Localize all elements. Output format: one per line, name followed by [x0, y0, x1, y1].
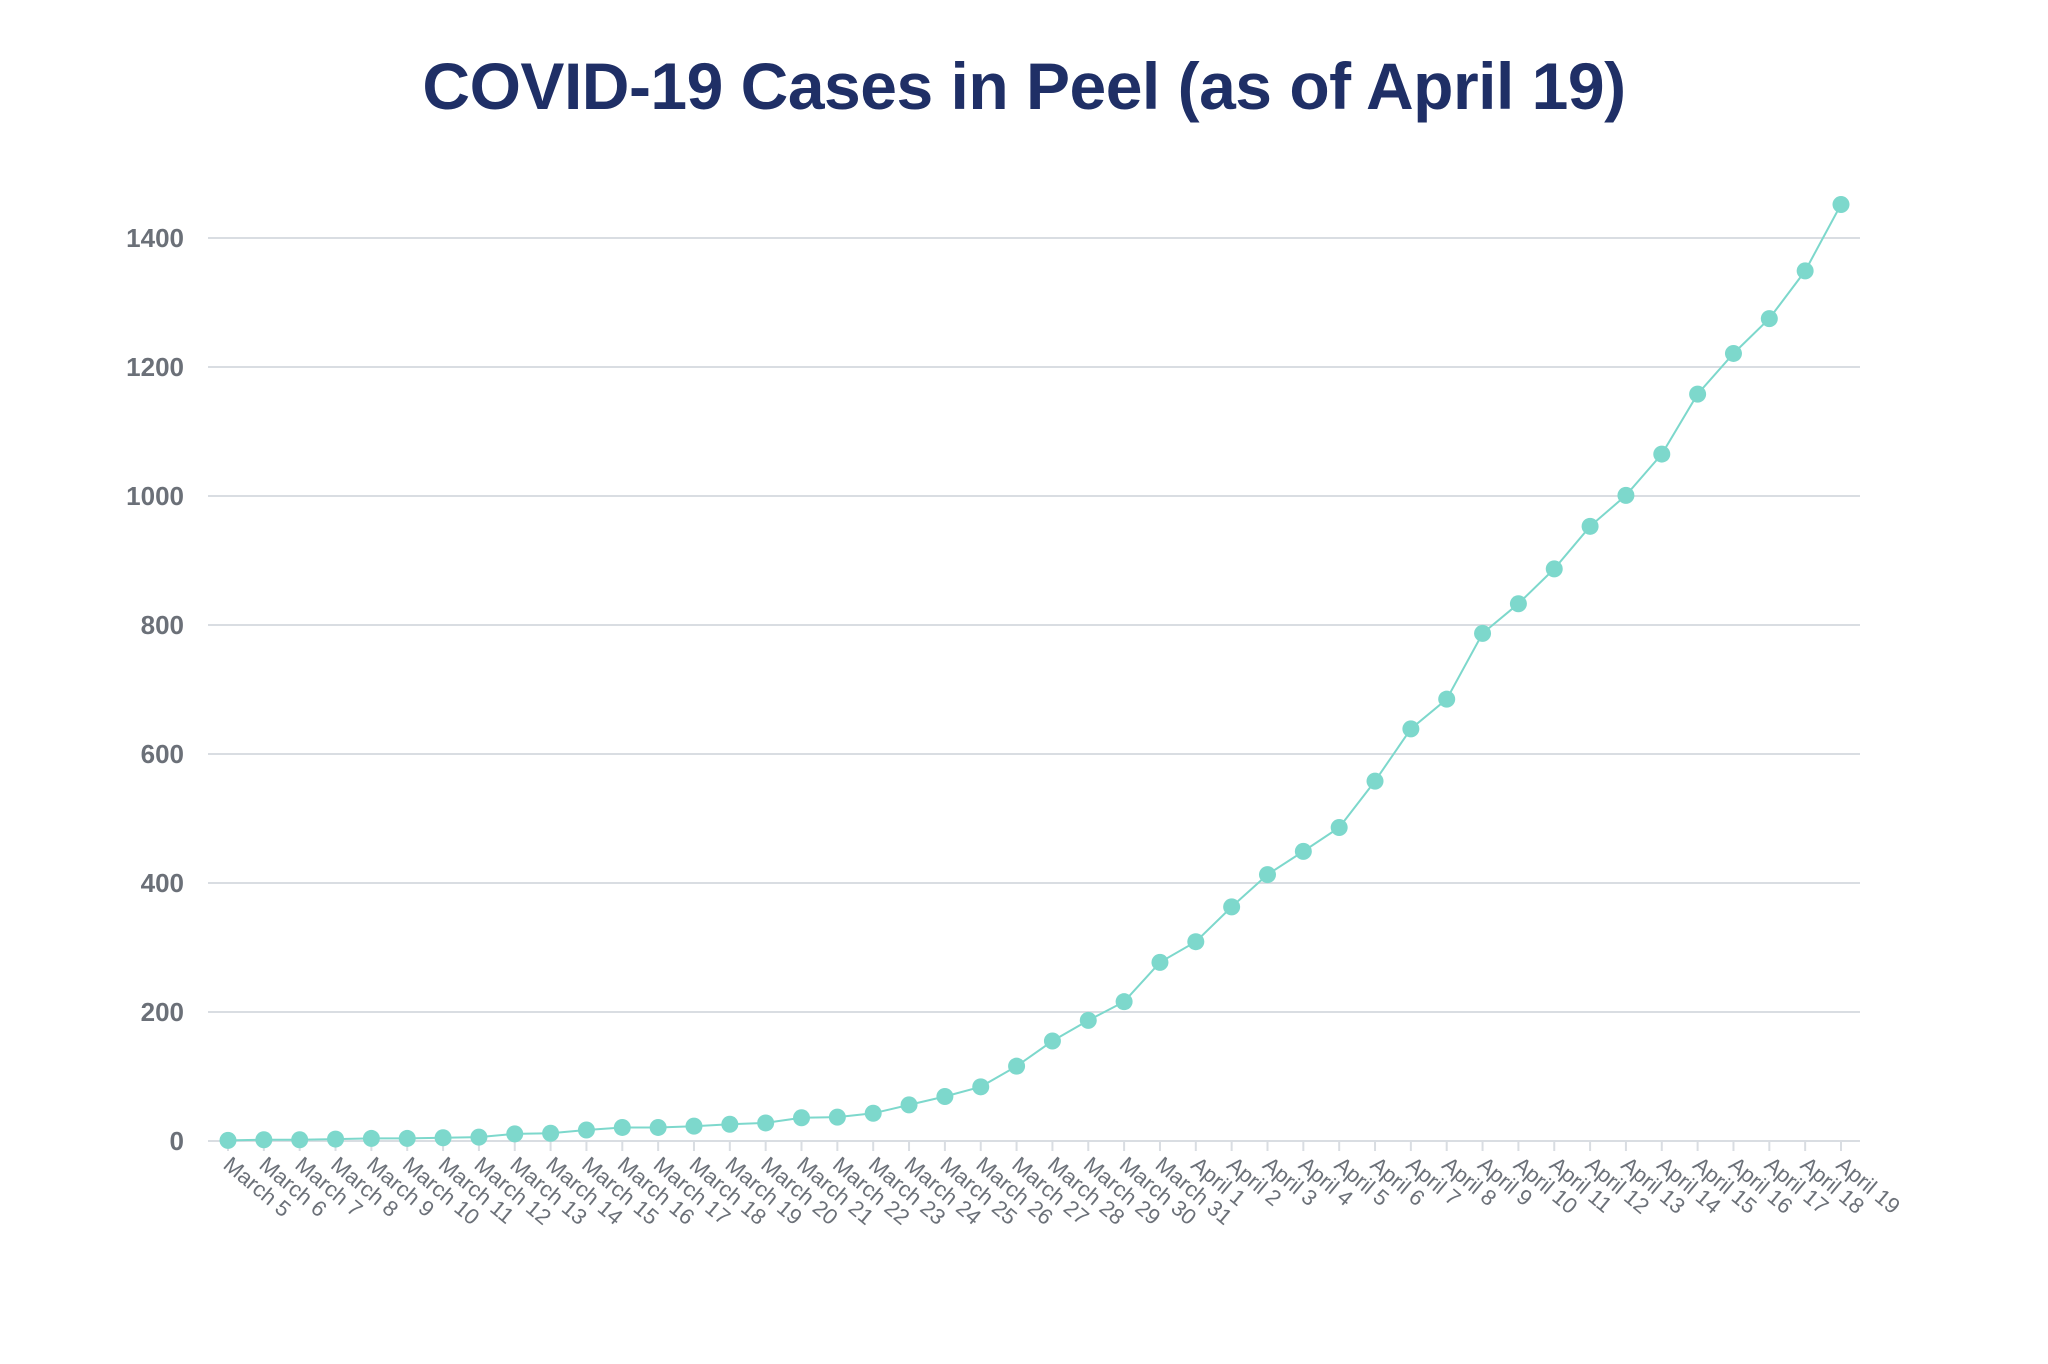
y-tick-label: 1000: [126, 481, 184, 511]
data-point: [613, 1118, 631, 1136]
gridlines: [208, 237, 1860, 1142]
data-point: [649, 1118, 667, 1136]
y-tick-label: 600: [141, 739, 184, 769]
data-point: [828, 1108, 846, 1126]
data-point: [219, 1131, 237, 1149]
data-point: [1653, 445, 1671, 463]
data-points: [219, 195, 1850, 1149]
series-line-layer: [227, 204, 1842, 1142]
data-point: [1043, 1032, 1061, 1050]
data-point: [362, 1129, 380, 1147]
y-tick-label: 1400: [126, 223, 184, 253]
data-point: [1079, 1011, 1097, 1029]
data-point: [1330, 819, 1348, 837]
data-point: [398, 1129, 416, 1147]
data-point: [900, 1096, 918, 1114]
data-point: [936, 1087, 954, 1105]
data-point: [864, 1104, 882, 1122]
y-tick-label: 0: [170, 1126, 184, 1156]
data-point: [1689, 385, 1707, 403]
data-point: [1438, 690, 1456, 708]
data-point: [291, 1131, 309, 1149]
data-point: [1724, 344, 1742, 362]
data-point: [1509, 595, 1527, 613]
data-point: [757, 1114, 775, 1132]
data-point: [1223, 898, 1241, 916]
y-tick-label: 1200: [126, 352, 184, 382]
data-point: [1187, 933, 1205, 951]
data-point: [721, 1115, 739, 1133]
chart-title: COVID-19 Cases in Peel (as of April 19): [422, 49, 1626, 123]
y-tick-label: 400: [141, 868, 184, 898]
data-point: [470, 1128, 488, 1146]
data-point: [1258, 866, 1276, 884]
data-point: [685, 1117, 703, 1135]
data-point: [327, 1130, 345, 1148]
data-point: [972, 1078, 990, 1096]
data-point: [1581, 517, 1599, 535]
series-line: [227, 204, 1842, 1142]
data-point: [1115, 993, 1133, 1011]
data-point: [255, 1131, 273, 1149]
data-point: [1366, 772, 1384, 790]
data-point: [506, 1125, 524, 1143]
data-point: [1545, 560, 1563, 578]
data-point: [1151, 953, 1169, 971]
y-tick-label: 200: [141, 997, 184, 1027]
data-point: [1760, 310, 1778, 328]
data-point: [434, 1129, 452, 1147]
data-point: [1294, 842, 1312, 860]
y-axis-ticks: 0 200 400 600 800 1000 1200 1400: [126, 223, 184, 1156]
data-point: [793, 1109, 811, 1127]
data-point: [1832, 195, 1850, 213]
data-point: [542, 1124, 560, 1142]
y-tick-label: 800: [141, 610, 184, 640]
data-point: [1617, 486, 1635, 504]
data-point: [1796, 262, 1814, 280]
data-point: [1008, 1057, 1026, 1075]
data-point: [1402, 720, 1420, 738]
data-point: [1474, 624, 1492, 642]
data-point: [577, 1121, 595, 1139]
